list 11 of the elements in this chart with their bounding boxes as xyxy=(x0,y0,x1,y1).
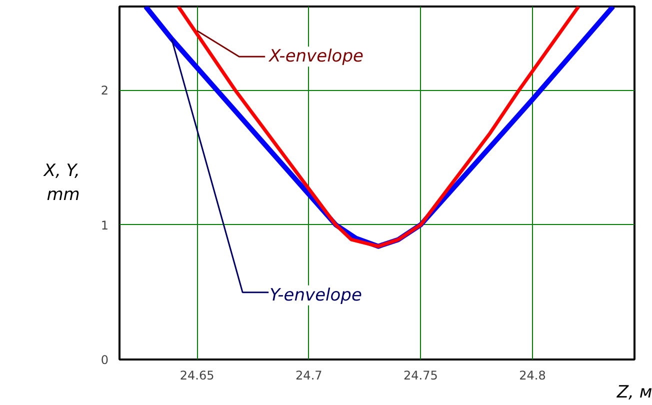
y-tick-label: 0 xyxy=(100,353,109,367)
x-tick-label: 24.75 xyxy=(404,368,438,382)
x-tick-label: 24.7 xyxy=(296,368,322,382)
y-tick-label: 1 xyxy=(100,218,109,232)
y-tick-label: 2 xyxy=(100,84,109,98)
annotation: Y-envelope xyxy=(270,285,362,306)
y-axis-title: X, Y, mm xyxy=(42,161,80,205)
x-tick-label: 24.65 xyxy=(180,368,214,382)
x-tick-label: 24.8 xyxy=(519,368,546,382)
x-axis-title: Z, м xyxy=(616,382,652,402)
annotation: X-envelope xyxy=(268,46,364,67)
